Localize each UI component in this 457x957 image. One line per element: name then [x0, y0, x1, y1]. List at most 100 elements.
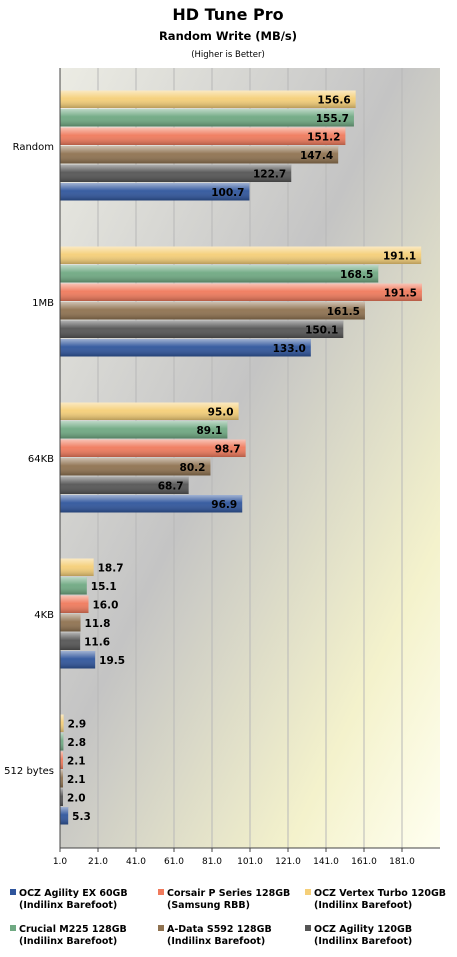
data-label: 16.0	[93, 599, 119, 611]
x-tick-label: 1.0	[53, 857, 68, 867]
legend-label: OCZ Vertex Turbo 120GB	[314, 888, 446, 899]
legend-sublabel: (Indilinx Barefoot)	[19, 900, 117, 911]
data-label: 155.7	[316, 113, 349, 125]
chart-subtitle: Random Write (MB/s)	[159, 29, 297, 43]
data-label: 191.1	[383, 250, 416, 262]
legend-sublabel: (Indilinx Barefoot)	[314, 936, 412, 947]
x-tick-label: 121.0	[275, 857, 301, 867]
data-label: 95.0	[208, 406, 234, 418]
data-label: 19.5	[99, 655, 125, 667]
data-label: 168.5	[340, 269, 373, 281]
bar-gloss	[60, 751, 63, 769]
data-label: 98.7	[215, 443, 241, 455]
bar-gloss	[60, 770, 63, 788]
legend-swatch	[10, 889, 16, 895]
x-tick-label: 21.0	[88, 857, 108, 867]
data-label: 156.6	[317, 94, 350, 106]
bar-gloss	[60, 146, 339, 164]
data-label: 11.8	[85, 618, 111, 630]
data-label: 147.4	[300, 150, 333, 162]
legend-label: Crucial M225 128GB	[19, 924, 127, 935]
legend-sublabel: (Indilinx Barefoot)	[314, 900, 412, 911]
x-tick-label: 141.0	[313, 857, 339, 867]
data-label: 68.7	[158, 480, 184, 492]
chart-note: (Higher is Better)	[191, 50, 265, 60]
bar-gloss	[60, 109, 354, 127]
bar-gloss	[60, 632, 81, 650]
legend: OCZ Agility EX 60GB(Indilinx Barefoot)Co…	[10, 888, 446, 947]
data-label: 191.5	[384, 287, 417, 299]
data-label: 89.1	[196, 425, 222, 437]
x-tick-label: 181.0	[389, 857, 415, 867]
x-axis-ticks: 1.0 21.0 41.0 61.0 81.0 101.0 121.0 141.0 161.0 1…	[53, 68, 440, 867]
category-label: Random	[13, 142, 54, 153]
category-label: 64KB	[28, 454, 54, 465]
bar-gloss	[60, 651, 96, 669]
bar-gloss	[60, 577, 87, 595]
chart-title: HD Tune Pro	[172, 5, 283, 24]
data-label: 5.3	[72, 811, 91, 823]
legend-swatch	[305, 925, 311, 931]
bar-gloss	[60, 265, 379, 283]
legend-sublabel: (Samsung RBB)	[167, 900, 250, 911]
bar-gloss	[60, 476, 189, 494]
legend-swatch	[158, 925, 164, 931]
data-label: 2.8	[67, 737, 86, 749]
bar-gloss	[60, 788, 63, 806]
bar-gloss	[60, 164, 292, 182]
legend-swatch	[10, 925, 16, 931]
bar-gloss	[60, 402, 239, 420]
category-label: 4KB	[34, 610, 54, 621]
bar-gloss	[60, 302, 365, 320]
bar-gloss	[60, 421, 228, 439]
data-label: 100.7	[211, 187, 244, 199]
bars	[60, 90, 422, 825]
bar-gloss	[60, 283, 422, 301]
legend-label: OCZ Agility EX 60GB	[19, 888, 128, 899]
bar-gloss	[60, 339, 311, 357]
data-label: 15.1	[91, 581, 117, 593]
category-label: 1MB	[32, 298, 54, 309]
x-tick-label: 81.0	[202, 857, 222, 867]
bar-gloss	[60, 458, 211, 476]
data-labels: 156.6 155.7 151.2 147.4 122.7 100.7 191.1 168.5…	[67, 94, 417, 823]
bar-gloss	[60, 495, 243, 513]
x-tick-label: 101.0	[237, 857, 263, 867]
data-label: 18.7	[98, 562, 124, 574]
data-label: 2.1	[67, 774, 86, 786]
legend-swatch	[158, 889, 164, 895]
bar-gloss	[60, 127, 346, 145]
data-label: 161.5	[327, 306, 360, 318]
bar-gloss	[60, 246, 422, 264]
category-labels: Random 1MB 64KB 4KB 512 bytes	[4, 142, 54, 777]
x-tick-label: 41.0	[126, 857, 146, 867]
legend-label: A-Data S592 128GB	[167, 924, 272, 935]
bar-gloss	[60, 90, 356, 108]
bar-gloss	[60, 614, 81, 632]
legend-label: OCZ Agility 120GB	[314, 924, 412, 935]
bar-gloss	[60, 714, 64, 732]
legend-label: Corsair P Series 128GB	[167, 888, 290, 899]
legend-swatch	[305, 889, 311, 895]
data-label: 96.9	[211, 499, 237, 511]
data-label: 80.2	[180, 462, 206, 474]
bar-gloss	[60, 807, 69, 825]
x-tick-label: 61.0	[164, 857, 184, 867]
bar-gloss	[60, 320, 344, 338]
data-label: 133.0	[273, 343, 306, 355]
data-label: 11.6	[84, 636, 110, 648]
bar-gloss	[60, 439, 246, 457]
data-label: 2.9	[68, 718, 87, 730]
legend-sublabel: (Indilinx Barefoot)	[167, 936, 265, 947]
bar-gloss	[60, 595, 89, 613]
data-label: 122.7	[253, 168, 286, 180]
bar-gloss	[60, 558, 94, 576]
bar-gloss	[60, 183, 250, 201]
data-label: 2.1	[67, 755, 86, 767]
legend-sublabel: (Indilinx Barefoot)	[19, 936, 117, 947]
category-label: 512 bytes	[4, 766, 54, 777]
x-tick-label: 161.0	[351, 857, 377, 867]
data-label: 2.0	[67, 792, 86, 804]
data-label: 151.2	[307, 131, 340, 143]
